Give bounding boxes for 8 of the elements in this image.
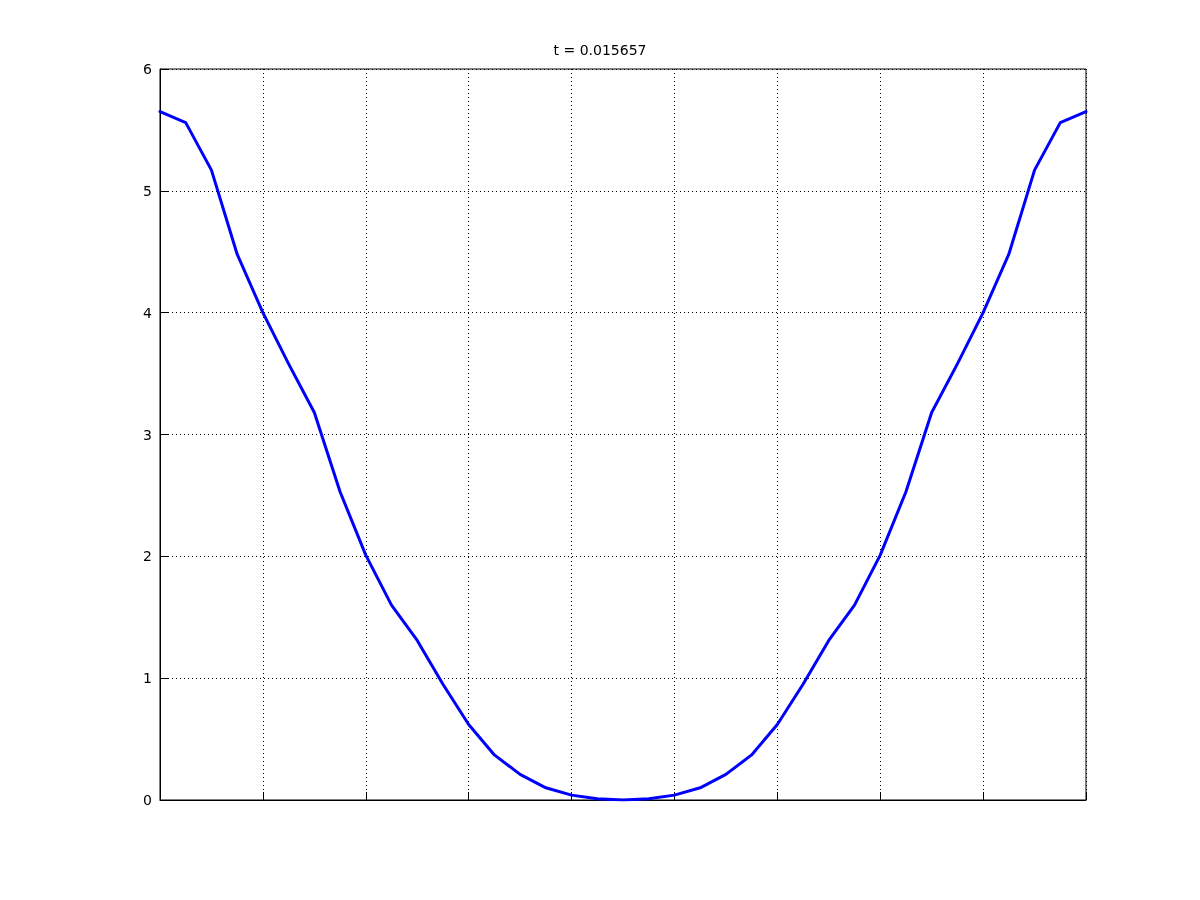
chart-title: t = 0.015657 bbox=[553, 42, 647, 58]
y-tick-label: 5 bbox=[143, 182, 152, 199]
y-tick-label: 6 bbox=[143, 61, 153, 77]
y-tick-label: 4 bbox=[143, 304, 153, 321]
y-tick-label: 1 bbox=[143, 670, 152, 687]
y-tick-label: 2 bbox=[143, 548, 152, 565]
y-tick-label: 0 bbox=[143, 792, 152, 808]
y-tick-label: 3 bbox=[143, 426, 152, 443]
